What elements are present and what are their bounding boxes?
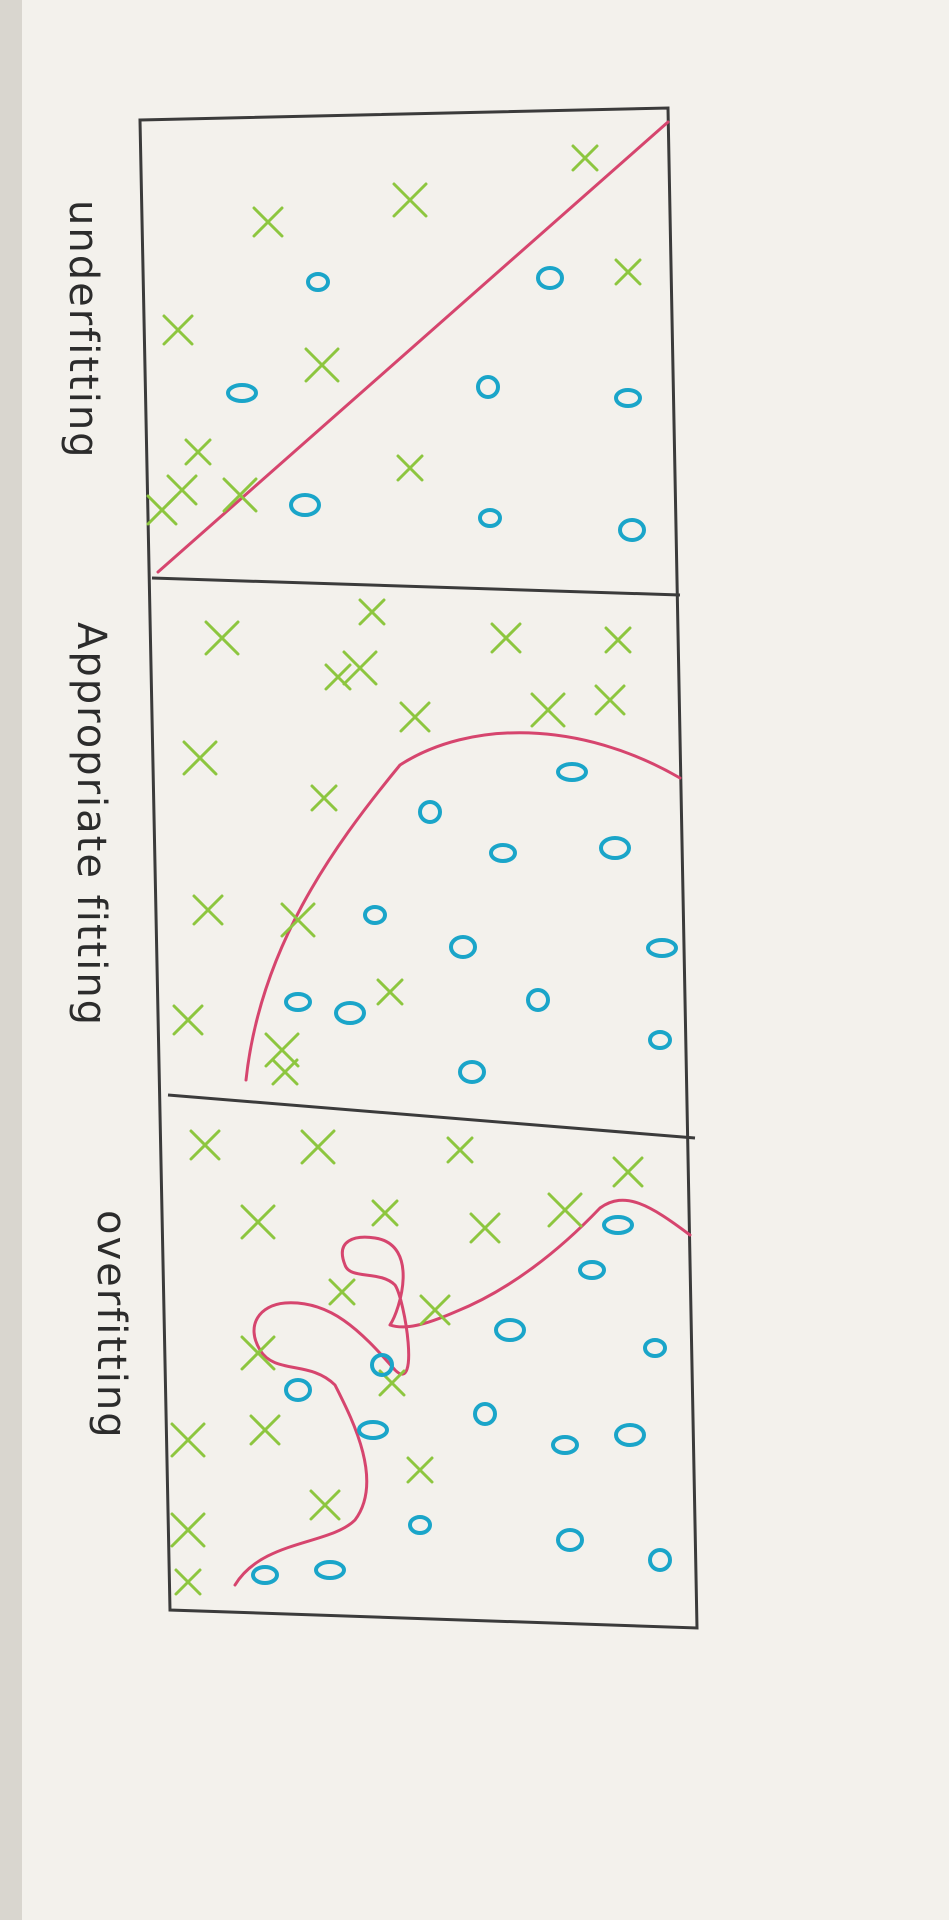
o-marker xyxy=(418,800,442,824)
x-marker xyxy=(304,347,340,383)
o-marker xyxy=(284,992,312,1012)
o-marker xyxy=(449,935,477,959)
x-marker xyxy=(192,894,224,926)
o-marker xyxy=(556,762,588,782)
x-marker xyxy=(328,1278,356,1306)
o-marker xyxy=(646,938,678,958)
x-marker xyxy=(392,182,428,218)
o-marker xyxy=(284,1378,312,1402)
x-marker xyxy=(324,663,352,691)
x-marker xyxy=(174,1568,202,1596)
o-marker xyxy=(648,1548,672,1572)
x-marker xyxy=(399,701,431,733)
boundary-appropriate xyxy=(244,731,682,1082)
x-marker xyxy=(162,314,194,346)
x-marker xyxy=(189,1129,221,1161)
x-marker xyxy=(222,477,258,513)
o-marker xyxy=(614,1423,646,1447)
x-marker xyxy=(146,494,178,526)
o-marker xyxy=(526,988,550,1012)
o-marker xyxy=(476,375,500,399)
x-marker xyxy=(571,144,599,172)
x-marker xyxy=(240,1204,276,1240)
o-marker xyxy=(334,1001,366,1025)
x-marker xyxy=(371,1199,399,1227)
x-marker xyxy=(469,1212,501,1244)
divider-1 xyxy=(151,576,681,597)
x-marker xyxy=(614,258,642,286)
o-marker xyxy=(370,1353,394,1377)
o-marker xyxy=(614,388,642,408)
x-marker xyxy=(252,206,284,238)
o-marker xyxy=(226,383,258,403)
panel-label-overfitting: overfitting xyxy=(88,1210,134,1440)
x-marker xyxy=(310,784,338,812)
x-marker xyxy=(547,1192,583,1228)
x-marker xyxy=(172,1004,204,1036)
o-marker xyxy=(578,1260,606,1280)
x-marker xyxy=(406,1456,434,1484)
o-marker xyxy=(556,1528,584,1552)
x-marker xyxy=(184,438,212,466)
x-marker xyxy=(309,1489,341,1521)
x-marker xyxy=(342,650,378,686)
x-marker xyxy=(300,1129,336,1165)
x-marker xyxy=(490,622,522,654)
x-marker xyxy=(419,1294,451,1326)
o-marker xyxy=(289,493,321,517)
o-marker xyxy=(551,1435,579,1455)
x-marker xyxy=(376,978,404,1006)
o-marker xyxy=(314,1560,346,1580)
x-marker xyxy=(594,684,626,716)
x-marker xyxy=(170,1512,206,1548)
paper-shadow xyxy=(0,0,22,1920)
o-marker xyxy=(478,508,502,528)
o-marker xyxy=(599,836,631,860)
x-markers xyxy=(146,144,644,1596)
o-marker xyxy=(618,518,646,542)
o-marker xyxy=(602,1215,634,1235)
boundary-overfitting xyxy=(233,1198,692,1587)
x-marker xyxy=(604,626,632,654)
x-marker xyxy=(204,620,240,656)
o-marker xyxy=(494,1318,526,1342)
x-marker xyxy=(264,1032,300,1068)
o-marker xyxy=(251,1565,279,1585)
x-marker xyxy=(396,454,424,482)
o-marker xyxy=(357,1420,389,1440)
panel-label-underfitting: underfitting xyxy=(60,200,106,460)
o-marker xyxy=(536,266,564,290)
x-marker xyxy=(530,692,566,728)
o-markers xyxy=(226,266,678,1585)
o-marker xyxy=(643,1338,667,1358)
o-marker xyxy=(458,1060,486,1084)
x-marker xyxy=(280,902,316,938)
frame xyxy=(138,106,699,1630)
panel-label-appropriate-fitting: Appropriate fitting xyxy=(68,622,114,1027)
x-marker xyxy=(182,740,218,776)
x-marker xyxy=(271,1058,299,1086)
o-marker xyxy=(473,1402,497,1426)
o-marker xyxy=(648,1030,672,1050)
divider-2 xyxy=(167,1093,696,1140)
o-marker xyxy=(363,905,387,925)
x-marker xyxy=(240,1335,276,1371)
x-marker xyxy=(446,1136,474,1164)
x-marker xyxy=(358,598,386,626)
frame-outline xyxy=(138,106,699,1630)
o-marker xyxy=(489,843,517,863)
x-marker xyxy=(170,1422,206,1458)
o-marker xyxy=(306,272,330,292)
o-marker xyxy=(408,1515,432,1535)
x-marker xyxy=(249,1414,281,1446)
x-marker xyxy=(612,1156,644,1188)
